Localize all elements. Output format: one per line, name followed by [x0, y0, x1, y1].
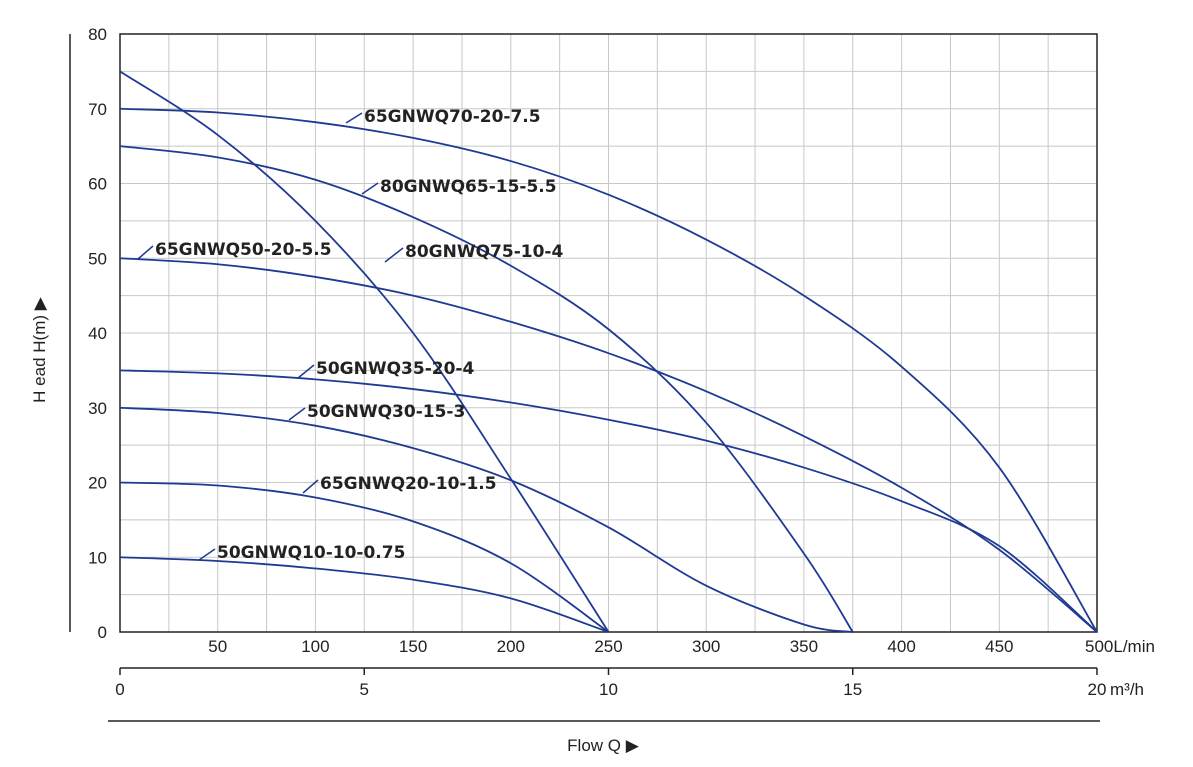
label-65GNWQ50-20-5.5: 65GNWQ50-20-5.5: [155, 240, 332, 260]
x-tick-label-lmin: 400: [887, 637, 915, 656]
y-tick-label: 40: [88, 324, 107, 343]
y-tick-label: 80: [88, 25, 107, 44]
y-tick-label: 60: [88, 175, 107, 194]
x-tick-label-m3h: 10: [599, 680, 618, 699]
curve-50GNWQ35-20-4: [119, 369, 1098, 633]
leader-80GNWQ75-10-4: [384, 247, 404, 263]
x-tick-label-lmin: 300: [692, 637, 720, 656]
grid-lines: [119, 33, 1098, 633]
axis-extras: Flow Q ▶ H ead H(m) ▶: [30, 34, 1100, 755]
y-tick-label: 50: [88, 249, 107, 268]
leader-65GNWQ20-10-1.5: [302, 479, 319, 494]
y-tick-label: 70: [88, 100, 107, 119]
label-leaders: [137, 112, 404, 561]
y-tick-label: 10: [88, 548, 107, 567]
x-tick-label-lmin: 100: [301, 637, 329, 656]
x-tick-label-lmin: 150: [399, 637, 427, 656]
label-65GNWQ70-20-7.5: 65GNWQ70-20-7.5: [364, 107, 541, 127]
leader-65GNWQ70-20-7.5: [345, 112, 363, 124]
x-tick-label-lmin: 250: [594, 637, 622, 656]
label-50GNWQ35-20-4: 50GNWQ35-20-4: [316, 359, 474, 379]
x-tick-label-lmin: 350: [790, 637, 818, 656]
label-80GNWQ65-15-5.5: 80GNWQ65-15-5.5: [380, 177, 557, 197]
curve-50GNWQ30-15-3: [119, 406, 853, 633]
curve-65GNWQ50-20-5.5: [119, 257, 1098, 633]
x-tick-label-lmin: 450: [985, 637, 1013, 656]
x-tick-label-m3h: 0: [115, 680, 124, 699]
y-tick-labels: 0 10 20 30 40 50 60 70 80: [88, 25, 107, 642]
label-65GNWQ20-10-1.5: 65GNWQ20-10-1.5: [320, 474, 497, 494]
label-50GNWQ30-15-3: 50GNWQ30-15-3: [307, 402, 465, 422]
leader-50GNWQ10-10-0.75: [198, 548, 216, 561]
leader-65GNWQ50-20-5.5: [137, 245, 154, 260]
x-tick-labels-lmin: 50 100 150 200 250 300 350 400 450 500L/min: [208, 637, 1155, 656]
secondary-x-axis: 0 5 10 15 20 m³/h: [115, 667, 1144, 699]
x-tick-label-lmin: 50: [208, 637, 227, 656]
leader-80GNWQ65-15-5.5: [361, 182, 379, 195]
leader-50GNWQ30-15-3: [288, 407, 306, 421]
label-50GNWQ10-10-0.75: 50GNWQ10-10-0.75: [217, 543, 405, 563]
y-tick-label: 20: [88, 474, 107, 493]
x-tick-label-m3h: 15: [843, 680, 862, 699]
y-axis-title: H ead H(m) ▶: [30, 296, 49, 403]
curve-80GNWQ75-10-4: [119, 70, 610, 633]
x-axis-title: Flow Q ▶: [567, 736, 640, 755]
y-tick-label: 30: [88, 399, 107, 418]
x-tick-label-lmin: 200: [497, 637, 525, 656]
curve-80GNWQ65-15-5.5: [119, 145, 854, 633]
x-tick-label-m3h: 20: [1088, 680, 1107, 699]
curve-labels: 65GNWQ70-20-7.5 80GNWQ65-15-5.5 80GNWQ75-1…: [155, 107, 563, 563]
leader-50GNWQ35-20-4: [297, 364, 315, 379]
x-tick-label-m3h: 5: [360, 680, 369, 699]
curve-65GNWQ70-20-7.5: [119, 107, 1098, 633]
label-80GNWQ75-10-4: 80GNWQ75-10-4: [405, 242, 563, 262]
curve-50GNWQ10-10-0.75: [119, 556, 609, 633]
x-tick-label-lmin: 500L/min: [1085, 637, 1155, 656]
curve-65GNWQ20-10-1.5: [119, 481, 610, 633]
y-tick-label: 0: [98, 623, 107, 642]
x-unit-m3h: m³/h: [1110, 680, 1144, 699]
curve-group: [119, 70, 1098, 633]
